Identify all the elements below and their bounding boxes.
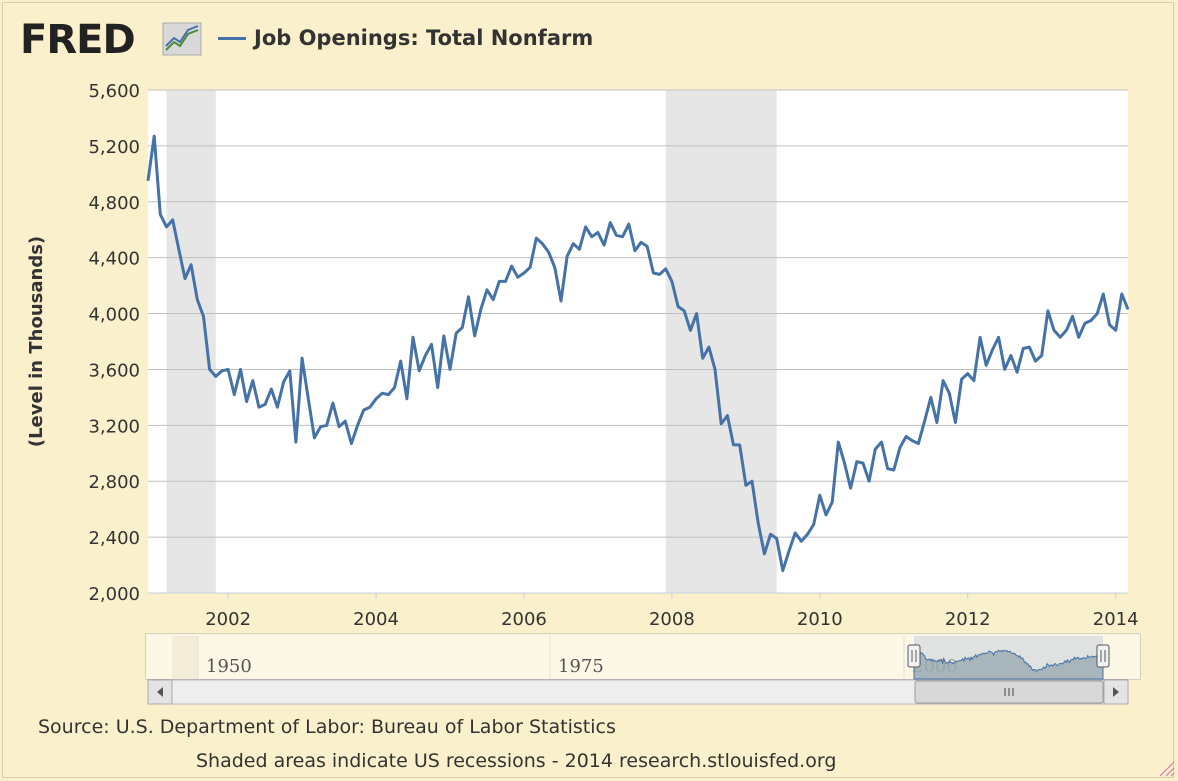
navigator-band [172,636,198,679]
plot-area [148,90,1128,593]
y-tick-label: 2,800 [88,472,140,493]
legend-swatch [218,36,246,40]
navigator-year-label: 1975 [558,656,604,677]
series-line[interactable] [146,134,1130,573]
y-tick-label: 2,400 [88,528,140,549]
y-tick-label: 4,800 [88,193,140,214]
navigator-series-area [913,643,1104,680]
y-tick-label: 4,400 [88,249,140,270]
y-tick-label: 3,200 [88,416,140,437]
y-axis-title: (Level in Thousands) [26,236,47,447]
x-tick-label: 2014 [1093,609,1139,630]
x-tick-label: 2002 [205,609,251,630]
chevron-left-icon [157,687,163,697]
y-tick-label: 5,600 [88,81,140,102]
navigator-handle[interactable] [1096,644,1110,668]
navigator-year-label: 1950 [206,656,252,677]
x-tick-label: 2010 [797,609,843,630]
x-tick-label: 2006 [501,609,547,630]
y-tick-label: 5,200 [88,137,140,158]
fred-logo[interactable]: FRED [20,17,136,63]
y-tick-label: 4,000 [88,305,140,326]
chevron-right-icon [1113,687,1119,697]
x-tick-label: 2004 [353,609,399,630]
resize-grip-icon[interactable] [1159,761,1175,777]
fred-graph-icon[interactable] [162,22,202,56]
footnote-text: Shaded areas indicate US recessions - 20… [196,750,837,772]
y-tick-label: 3,600 [88,360,140,381]
navigator-handle[interactable] [907,644,921,668]
chart-legend[interactable]: Job Openings: Total Nonfarm [218,24,593,52]
recession-band [665,90,777,593]
y-tick-label: 2,000 [88,584,140,605]
legend-label: Job Openings: Total Nonfarm [254,26,594,50]
x-tick-label: 2008 [649,609,695,630]
source-text: Source: U.S. Department of Labor: Bureau… [38,716,616,738]
recession-band [166,90,216,593]
x-tick-label: 2012 [945,609,991,630]
